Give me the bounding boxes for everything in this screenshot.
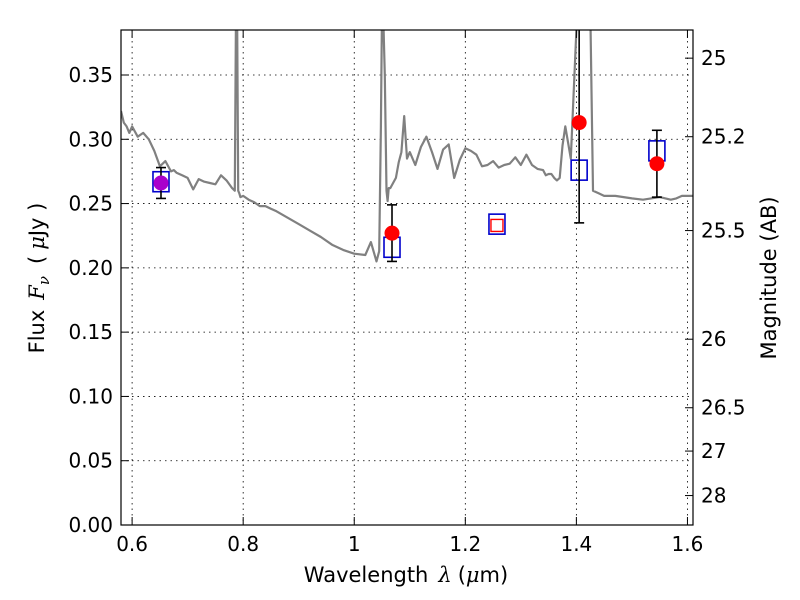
tick-layer: 0.6 0.8 1 1.2 1.4 1.6 0.00 0.05 0.10 0.15 0.20 0.25… bbox=[68, 30, 746, 556]
y2-axis-label: Magnitude (AB) bbox=[757, 196, 781, 359]
model-square bbox=[488, 213, 506, 235]
y-tick-label: 0.35 bbox=[68, 63, 113, 87]
x-tick-label: 1 bbox=[348, 532, 361, 556]
x-tick-label: 1.6 bbox=[672, 532, 704, 556]
y-tick-label: 0.30 bbox=[68, 127, 113, 151]
y-tick-label: 0.05 bbox=[68, 449, 113, 473]
observed-point bbox=[571, 115, 587, 131]
x-axis-label: Wavelength λ (μm) bbox=[304, 563, 508, 587]
y-tick-label: 0.20 bbox=[68, 256, 113, 280]
y2-tick-label: 28 bbox=[701, 484, 726, 508]
y2-tick-label: 27 bbox=[701, 439, 726, 463]
y-tick-label: 0.00 bbox=[68, 513, 113, 537]
x-tick-label: 0.8 bbox=[227, 532, 259, 556]
observed-point bbox=[384, 225, 400, 241]
plot-frame bbox=[120, 29, 694, 526]
y2-tick-label: 25.5 bbox=[701, 219, 746, 243]
y-axis-label: FluxFν(μJy ) bbox=[25, 203, 53, 354]
x-tick-label: 1.2 bbox=[449, 532, 481, 556]
x-tick-label: 1.4 bbox=[560, 532, 592, 556]
y2-tick-label: 26.5 bbox=[701, 396, 746, 420]
y2-tick-label: 25 bbox=[701, 46, 726, 70]
y2-tick-label: 26 bbox=[701, 327, 726, 351]
observed-point bbox=[649, 156, 665, 172]
observed-point bbox=[153, 175, 169, 191]
y-tick-label: 0.10 bbox=[68, 384, 113, 408]
observed-square bbox=[490, 218, 504, 233]
spectrum-line bbox=[121, 30, 693, 263]
y-tick-label: 0.15 bbox=[68, 320, 113, 344]
y2-tick-label: 25.2 bbox=[701, 125, 746, 149]
y-tick-label: 0.25 bbox=[68, 192, 113, 216]
marker-layer bbox=[152, 30, 666, 263]
spectrum-layer bbox=[121, 30, 693, 263]
x-tick-label: 0.6 bbox=[116, 532, 148, 556]
